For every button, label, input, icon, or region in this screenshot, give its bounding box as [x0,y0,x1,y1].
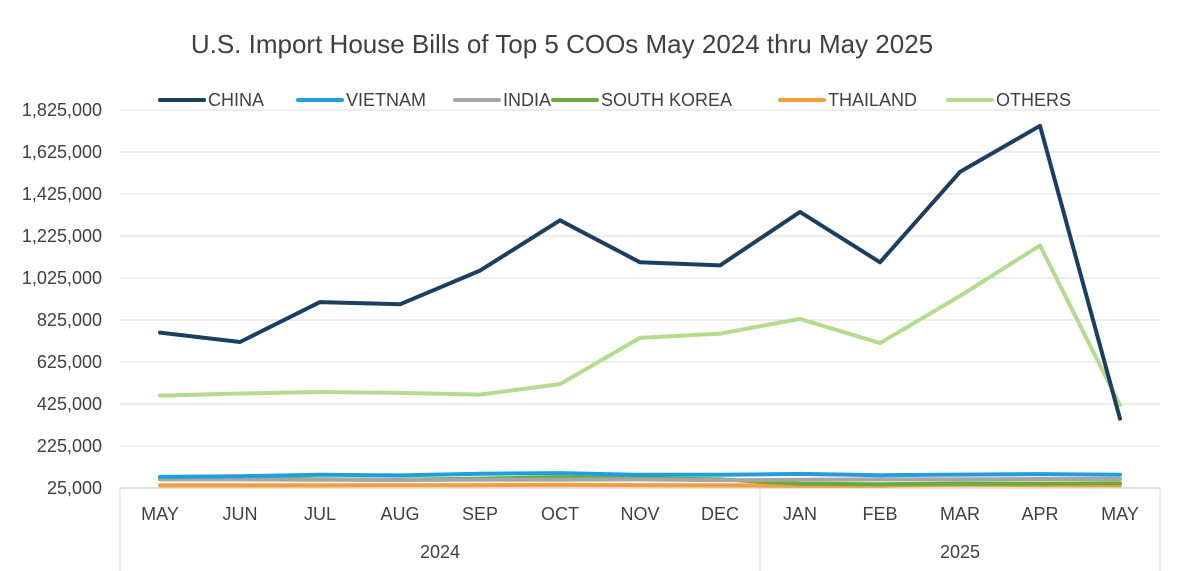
legend-label: OTHERS [996,90,1071,110]
x-tick-label: JAN [783,504,817,524]
x-tick-label: OCT [541,504,579,524]
x-tick-label: JUN [223,504,258,524]
x-tick-label: JUL [304,504,336,524]
legend-label: VIETNAM [346,90,426,110]
grid [120,109,1160,489]
y-axis: 25,000 225,000 425,000 625,000 825,000 1,025,… [22,100,102,498]
x-tick-label: FEB [862,504,897,524]
legend-label: THAILAND [828,90,917,110]
y-tick-label: 825,000 [37,310,102,330]
x-tick-label: APR [1021,504,1058,524]
x-tick-label: SEP [462,504,498,524]
year-label: 2025 [940,542,980,562]
series-line-china [158,123,1122,421]
legend: CHINA VIETNAM INDIA SOUTH KOREA THAILAND OTHE… [158,90,1071,110]
x-tick-label: MAY [141,504,179,524]
x-tick-label: NOV [620,504,659,524]
y-tick-label: 1,825,000 [22,100,102,120]
series-line-india [158,477,1122,483]
y-tick-label: 425,000 [37,394,102,414]
x-tick-label: MAR [940,504,980,524]
legend-label: CHINA [208,90,264,110]
legend-label: SOUTH KOREA [601,90,732,110]
x-tick-label: DEC [701,504,739,524]
legend-label: INDIA [503,90,551,110]
y-tick-label: 1,625,000 [22,142,102,162]
y-tick-label: 1,425,000 [22,184,102,204]
x-axis: MAY JUN JUL AUG SEP OCT NOV DEC JAN FEB MAR APR MAY 2… [119,488,1161,571]
series-line-vietnam [158,471,1122,479]
x-tick-label: MAY [1101,504,1139,524]
y-tick-label: 1,225,000 [22,226,102,246]
chart-title: U.S. Import House Bills of Top 5 COOs Ma… [191,29,933,59]
y-tick-label: 1,025,000 [22,268,102,288]
y-tick-label: 25,000 [47,478,102,498]
series-line-others [158,243,1122,408]
series-lines [158,123,1122,488]
y-tick-label: 625,000 [37,352,102,372]
x-tick-label: AUG [380,504,419,524]
year-label: 2024 [420,542,460,562]
y-tick-label: 225,000 [37,436,102,456]
